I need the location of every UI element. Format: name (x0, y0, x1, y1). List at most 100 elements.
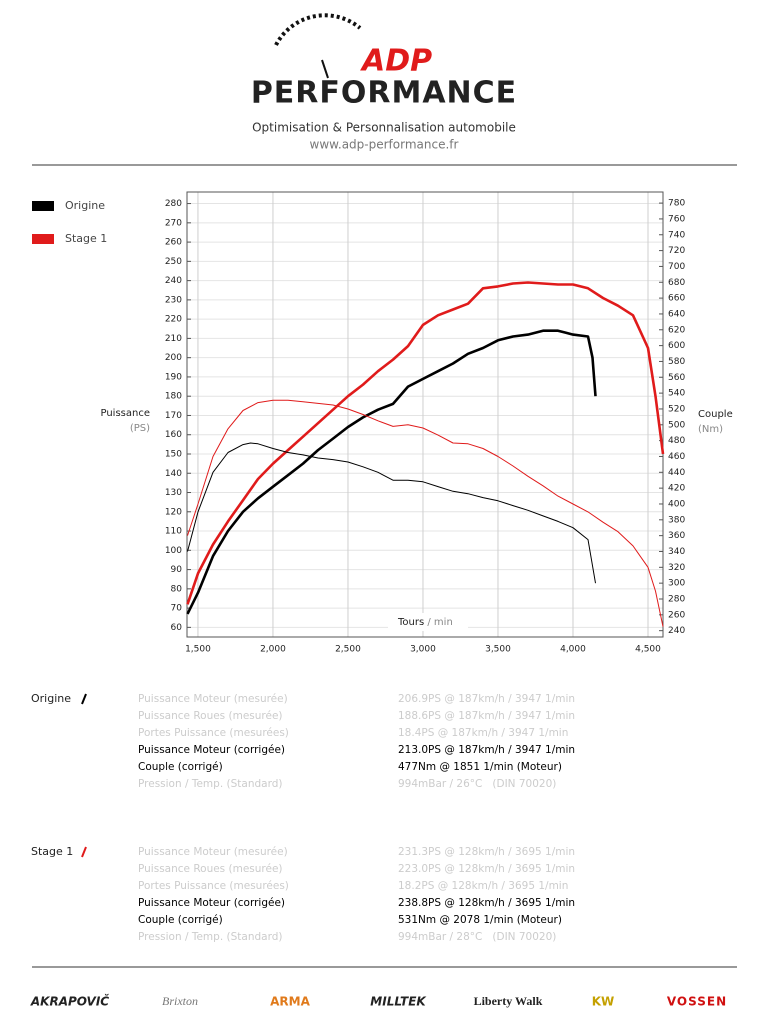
y-tick-label: 260 (165, 238, 182, 248)
y-axis-label: Puissance (100, 408, 150, 419)
partner-logo: AKRAPOVIČ (30, 994, 109, 1009)
result-slash (81, 846, 87, 858)
result-value: 188.6PS @ 187km/h / 3947 1/min (398, 710, 575, 722)
y2-tick-label: 580 (668, 357, 685, 367)
y-tick-label: 250 (165, 257, 182, 267)
partner-logo: KW (592, 995, 615, 1009)
x-axis-label: Tours / min (397, 617, 453, 628)
y2-tick-label: 240 (668, 626, 685, 636)
y-axis-unit: (PS) (130, 423, 150, 434)
x-tick-label: 1,500 (185, 645, 211, 655)
y2-tick-label: 660 (668, 294, 685, 304)
y2-tick-label: 280 (668, 594, 685, 604)
y-tick-label: 140 (165, 469, 182, 479)
result-value: 238.8PS @ 128km/h / 3695 1/min (398, 897, 575, 909)
y2-tick-label: 460 (668, 452, 685, 462)
result-label: Couple (corrigé) (138, 761, 223, 773)
y2-tick-label: 300 (668, 579, 685, 589)
y2-tick-label: 600 (668, 341, 685, 351)
partner-logo: VOSSEN (667, 995, 727, 1009)
y-tick-label: 70 (171, 604, 183, 614)
y2-tick-label: 520 (668, 404, 685, 414)
curve (186, 329, 597, 615)
legend-swatch (32, 234, 54, 244)
y2-tick-label: 740 (668, 230, 685, 240)
result-label: Puissance Moteur (corrigée) (138, 744, 285, 756)
result-label: Pression / Temp. (Standard) (138, 931, 282, 943)
y-tick-label: 150 (165, 449, 182, 459)
y-tick-label: 100 (165, 546, 182, 556)
y-tick-label: 170 (165, 411, 182, 421)
result-title: Stage 1 (31, 845, 73, 858)
result-value: 231.3PS @ 128km/h / 3695 1/min (398, 846, 575, 858)
partner-logo: Brixton (162, 994, 198, 1008)
y2-tick-label: 380 (668, 515, 685, 525)
y-tick-label: 160 (165, 430, 182, 440)
legend-label: Stage 1 (65, 232, 107, 245)
legend-swatch (32, 201, 54, 211)
y2-tick-label: 360 (668, 531, 685, 541)
y2-tick-label: 320 (668, 563, 685, 573)
y2-axis-label: Couple (698, 409, 733, 420)
x-axis-label-text: Tours (397, 617, 424, 628)
logo-gauge (274, 13, 362, 46)
y-tick-label: 110 (165, 527, 182, 537)
x-tick-label: 4,000 (560, 645, 586, 655)
x-tick-label: 2,500 (335, 645, 361, 655)
result-value: 531Nm @ 2078 1/min (Moteur) (398, 914, 562, 926)
result-value: 18.4PS @ 187km/h / 3947 1/min (398, 727, 568, 739)
y-tick-label: 210 (165, 334, 182, 344)
logo-needle (321, 59, 329, 79)
y2-tick-label: 780 (668, 199, 685, 209)
y-tick-label: 130 (165, 488, 182, 498)
y2-tick-label: 680 (668, 278, 685, 288)
y2-tick-label: 260 (668, 610, 685, 620)
result-label: Puissance Roues (mesurée) (138, 863, 283, 875)
x-tick-label: 4,500 (635, 645, 661, 655)
result-value: 994mBar / 26°C (DIN 70020) (398, 778, 556, 790)
x-label-box (388, 613, 468, 631)
result-slash (81, 693, 87, 705)
y2-tick-label: 400 (668, 499, 685, 509)
y2-tick-label: 440 (668, 468, 685, 478)
result-label: Puissance Moteur (mesurée) (138, 693, 288, 705)
partner-logo: ARMA (270, 995, 310, 1009)
result-value: 477Nm @ 1851 1/min (Moteur) (398, 761, 562, 773)
result-value: 206.9PS @ 187km/h / 3947 1/min (398, 693, 575, 705)
y2-tick-label: 620 (668, 325, 685, 335)
y-tick-label: 220 (165, 315, 182, 325)
y2-tick-label: 480 (668, 436, 685, 446)
result-label: Puissance Roues (mesurée) (138, 710, 283, 722)
result-label: Puissance Moteur (mesurée) (138, 846, 288, 858)
result-value: 213.0PS @ 187km/h / 3947 1/min (398, 744, 575, 756)
curve (187, 442, 596, 584)
result-value: 994mBar / 28°C (DIN 70020) (398, 931, 556, 943)
y-tick-label: 60 (171, 623, 183, 633)
y2-axis-unit: (Nm) (698, 424, 723, 435)
x-tick-label: 3,500 (485, 645, 511, 655)
y2-tick-label: 640 (668, 309, 685, 319)
result-label: Portes Puissance (mesurées) (138, 727, 289, 739)
y-tick-label: 230 (165, 295, 182, 305)
result-title: Origine (31, 692, 71, 705)
plot-frame (186, 191, 664, 638)
y2-tick-label: 560 (668, 373, 685, 383)
y2-tick-label: 420 (668, 484, 685, 494)
x-tick-label: 3,000 (410, 645, 436, 655)
logo-brand: ADP (360, 44, 432, 79)
curve (186, 281, 665, 605)
y2-tick-label: 720 (668, 246, 685, 256)
y-tick-label: 190 (165, 372, 182, 382)
tagline: Optimisation & Personnalisation automobi… (252, 121, 516, 135)
y-tick-label: 120 (165, 507, 182, 517)
x-tick-label: 2,000 (260, 645, 286, 655)
result-label: Couple (corrigé) (138, 914, 223, 926)
url: www.adp-performance.fr (310, 138, 459, 152)
result-value: 18.2PS @ 128km/h / 3695 1/min (398, 880, 568, 892)
y-tick-label: 200 (165, 353, 182, 363)
curve (187, 399, 664, 627)
y2-tick-label: 700 (668, 262, 685, 272)
result-label: Pression / Temp. (Standard) (138, 778, 282, 790)
x-axis-label-unit: / min (427, 617, 452, 628)
